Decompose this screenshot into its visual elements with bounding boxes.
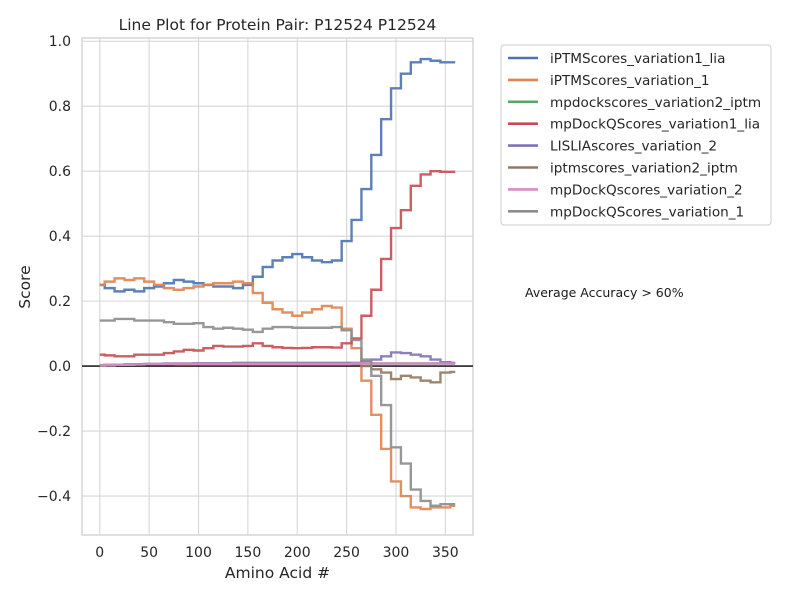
series-lines (99, 57, 456, 511)
x-tick-label: 100 (185, 545, 212, 561)
legend-label-0: iPTMScores_variation1_lia (550, 51, 725, 67)
x-tick-label: 250 (333, 545, 360, 561)
legend-label-7: mpDockQScores_variation_1 (550, 204, 744, 220)
legend-label-6: mpDockQscores_variation_2 (550, 182, 743, 198)
series-line-0 (99, 57, 456, 293)
y-tick-labels: −0.4 −0.2 0.0 0.2 0.4 0.6 0.8 1.0 (37, 34, 71, 505)
y-axis-label: Score (16, 265, 34, 308)
legend-label-4: LISLIAscores_variation_2 (550, 139, 717, 155)
y-tick-label: 0.8 (49, 99, 71, 115)
y-tick-label: 1.0 (49, 34, 71, 50)
series-line-3 (99, 169, 456, 358)
y-tick-label: 0.0 (49, 359, 71, 375)
series-line-1 (99, 277, 456, 511)
x-tick-label: 50 (140, 545, 158, 561)
y-tick-label: −0.2 (37, 424, 71, 440)
y-tick-label: 0.2 (49, 294, 71, 310)
legend-label-5: iptmscores_variation2_iptm (550, 161, 738, 177)
x-tick-labels: 0 50 100 150 200 250 300 350 (95, 545, 458, 561)
chart-title: Line Plot for Protein Pair: P12524 P1252… (119, 16, 437, 34)
legend: iPTMScores_variation1_lia iPTMScores_vari… (500, 44, 772, 226)
x-tick-label: 350 (432, 545, 459, 561)
series-line-7 (99, 317, 456, 507)
series-line-6 (99, 362, 456, 367)
x-tick-label: 200 (284, 545, 311, 561)
x-axis-label: Amino Acid # (225, 564, 330, 582)
y-tick-label: −0.4 (37, 489, 71, 505)
x-tick-label: 300 (383, 545, 410, 561)
legend-box (500, 44, 772, 226)
y-tick-label: 0.4 (49, 229, 71, 245)
accuracy-annotation: Average Accuracy > 60% (525, 285, 684, 300)
legend-label-1: iPTMScores_variation_1 (550, 73, 710, 89)
x-tick-label: 0 (95, 545, 104, 561)
legend-label-3: mpDockQScores_variation1_lia (550, 117, 760, 133)
plot-area (81, 37, 474, 536)
legend-label-2: mpdockscores_variation2_iptm (550, 95, 761, 111)
y-tick-label: 0.6 (49, 164, 71, 180)
x-tick-label: 150 (235, 545, 262, 561)
